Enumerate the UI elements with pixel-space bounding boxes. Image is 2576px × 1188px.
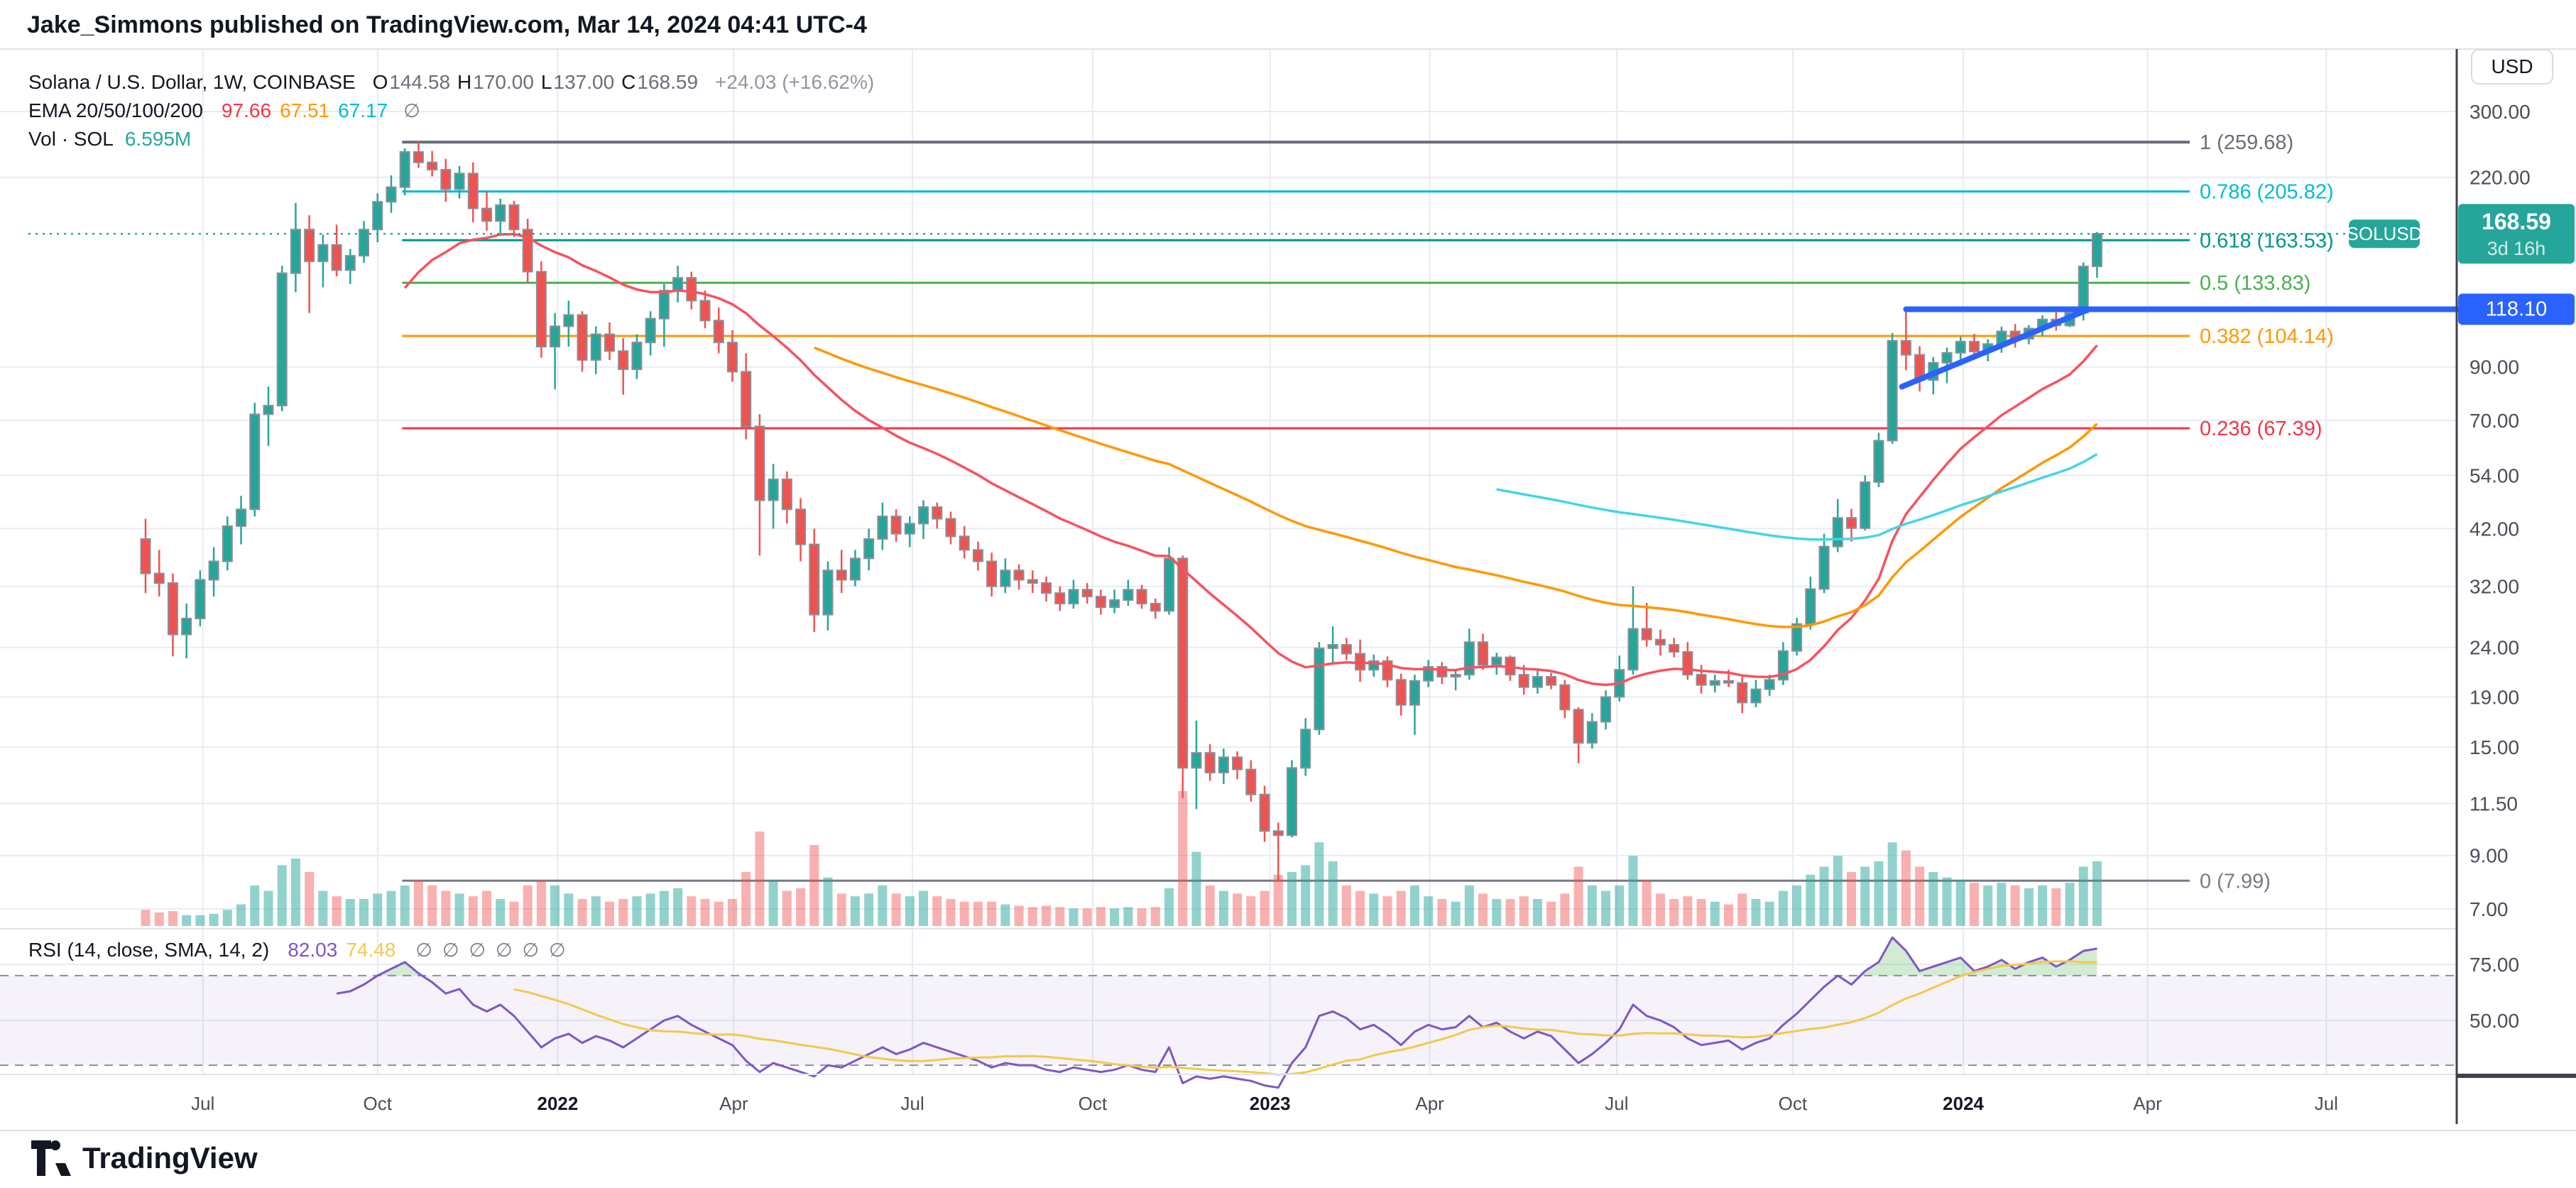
volume-bars <box>141 791 2102 926</box>
fib-label: 0.786 (205.82) <box>2200 181 2334 204</box>
ema-values: 97.66 67.51 67.17 <box>221 99 388 121</box>
solusd-label <box>2349 219 2420 249</box>
rsi-legend[interactable]: RSI (14, close, SMA, 14, 2) 82.03 74.48 ∅… <box>28 939 566 961</box>
svg-text:9.00: 9.00 <box>2469 845 2509 867</box>
svg-text:54.00: 54.00 <box>2469 464 2519 486</box>
volume-title: Vol · SOL <box>28 128 114 150</box>
usd-button[interactable]: USD <box>2471 49 2553 85</box>
fib-label: 0.382 (104.14) <box>2200 325 2334 348</box>
ohlc-values: O144.58 H170.00 L137.00 C168.59 <box>372 71 699 93</box>
svg-text:Apr: Apr <box>719 1093 748 1114</box>
svg-text:3d 16h: 3d 16h <box>2487 238 2546 259</box>
ema-legend[interactable]: EMA 20/50/100/200 97.66 67.51 67.17 ∅ <box>28 99 420 122</box>
time-axis[interactable]: Jul Oct 2022 Apr Jul Oct 2023 Apr Jul Oct 2024 Apr J… <box>191 1093 2338 1114</box>
ema-title: EMA 20/50/100/200 <box>28 99 203 121</box>
svg-text:32.00: 32.00 <box>2469 576 2519 598</box>
svg-text:2023: 2023 <box>1250 1093 1291 1114</box>
svg-text:50.00: 50.00 <box>2469 1010 2519 1032</box>
line-badge: 118.10 <box>2458 293 2575 325</box>
fib-label: 1 (259.68) <box>2200 131 2293 154</box>
rsi-sma-line <box>513 960 2097 1076</box>
fib-retracement[interactable]: 1 (259.68)0.786 (205.82)0.618 (163.53)0.… <box>402 131 2334 893</box>
svg-text:Jul: Jul <box>191 1093 214 1114</box>
price-axis[interactable]: 300.00 220.00 90.00 70.00 54.00 42.00 32.00 24.… <box>2469 101 2531 1032</box>
candles <box>140 142 2102 881</box>
svg-text:2024: 2024 <box>1943 1093 1984 1114</box>
svg-text:SOLUSD: SOLUSD <box>2347 223 2423 244</box>
svg-text:Oct: Oct <box>364 1093 393 1114</box>
svg-text:2022: 2022 <box>537 1093 579 1114</box>
fib-label: 0 (7.99) <box>2200 870 2271 893</box>
svg-text:Jul: Jul <box>2315 1093 2338 1114</box>
svg-text:168.59: 168.59 <box>2482 209 2551 234</box>
svg-text:11.50: 11.50 <box>2469 792 2518 814</box>
symbol-legend[interactable]: Solana / U.S. Dollar, 1W, COINBASE O144.… <box>28 71 874 94</box>
rsi-line <box>336 936 2097 1089</box>
svg-text:118.10: 118.10 <box>2486 298 2548 321</box>
svg-text:90.00: 90.00 <box>2469 356 2519 378</box>
published-header: Jake_Simmons published on TradingView.co… <box>27 11 867 38</box>
svg-text:7.00: 7.00 <box>2469 898 2509 920</box>
svg-text:Oct: Oct <box>1079 1093 1108 1114</box>
change-value: +24.03 (+16.62%) <box>715 71 875 93</box>
svg-text:19.00: 19.00 <box>2469 686 2519 708</box>
fib-label: 0.5 (133.83) <box>2200 272 2310 295</box>
svg-text:24.00: 24.00 <box>2469 637 2519 659</box>
volume-legend[interactable]: Vol · SOL 6.595M <box>28 128 191 151</box>
svg-text:Apr: Apr <box>1415 1093 1444 1114</box>
svg-text:70.00: 70.00 <box>2469 410 2519 432</box>
svg-text:300.00: 300.00 <box>2469 101 2531 123</box>
fib-label: 0.236 (67.39) <box>2200 418 2323 440</box>
rsi-pane <box>0 936 2457 1089</box>
tradingview-logo-text: TradingView <box>82 1141 258 1175</box>
price-badge: 168.59 3d 16h <box>2458 204 2575 264</box>
volume-value: 6.595M <box>124 128 192 150</box>
ema-lines <box>403 232 2098 687</box>
svg-text:Jul: Jul <box>1605 1093 1628 1114</box>
rsi-hidden-icons: ∅ ∅ ∅ ∅ ∅ ∅ <box>415 939 566 961</box>
hidden-value-icon: ∅ <box>403 100 420 121</box>
svg-text:Oct: Oct <box>1779 1093 1808 1114</box>
svg-text:75.00: 75.00 <box>2469 954 2519 976</box>
price-line: SOLUSD <box>28 219 2423 249</box>
tradingview-logo-icon <box>31 1140 71 1176</box>
svg-text:15.00: 15.00 <box>2469 736 2519 758</box>
svg-text:Jul: Jul <box>901 1093 924 1114</box>
rsi-values: 82.03 74.48 <box>288 939 396 961</box>
svg-text:220.00: 220.00 <box>2469 167 2531 189</box>
tradingview-logo[interactable]: TradingView <box>31 1140 258 1176</box>
svg-text:Apr: Apr <box>2133 1093 2162 1114</box>
pane-separators <box>0 48 2576 1131</box>
svg-text:USD: USD <box>2491 55 2533 77</box>
symbol-title: Solana / U.S. Dollar, 1W, COINBASE <box>28 71 356 93</box>
rsi-title: RSI (14, close, SMA, 14, 2) <box>28 939 270 961</box>
trendlines[interactable] <box>1899 306 2460 390</box>
svg-text:42.00: 42.00 <box>2469 518 2519 540</box>
